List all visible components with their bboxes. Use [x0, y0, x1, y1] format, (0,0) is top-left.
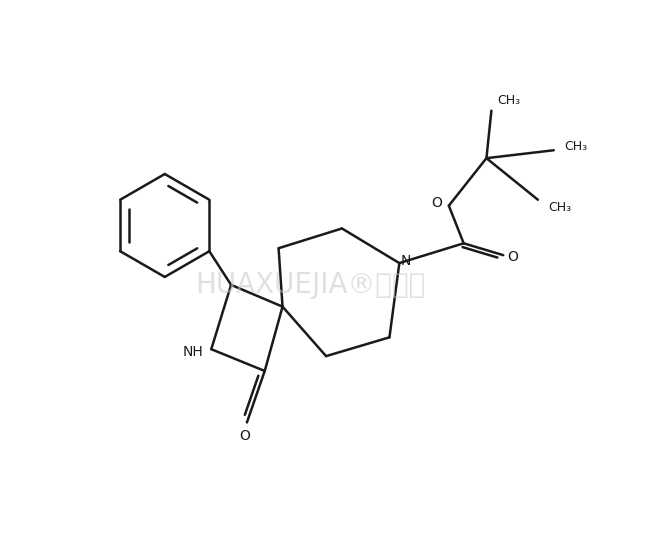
Text: O: O: [508, 250, 519, 264]
Text: O: O: [239, 429, 251, 443]
Text: HUAXUEJIA®化学加: HUAXUEJIA®化学加: [195, 271, 425, 299]
Text: NH: NH: [183, 345, 204, 359]
Text: CH₃: CH₃: [498, 94, 521, 107]
Text: CH₃: CH₃: [548, 201, 572, 214]
Text: O: O: [431, 196, 442, 210]
Text: N: N: [401, 254, 411, 268]
Text: CH₃: CH₃: [564, 140, 587, 153]
